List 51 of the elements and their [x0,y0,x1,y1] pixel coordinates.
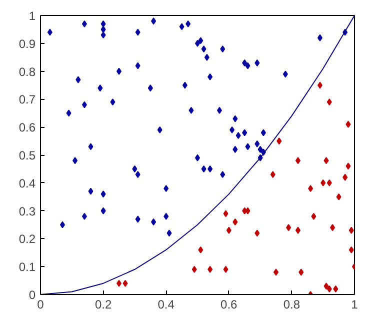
point [326,98,332,106]
point [346,120,351,128]
y-tick-label: 0.9 [18,36,36,51]
point [324,157,329,164]
point [223,266,228,273]
line-series [40,16,354,294]
point [317,82,322,89]
point [226,226,232,234]
y-tick-label: 0.5 [18,148,36,162]
point [308,184,314,192]
point [295,157,300,164]
y-tick-label: 0.2 [18,232,36,246]
y-tick-label: 0.7 [18,92,36,107]
point [311,212,316,220]
point [245,207,250,214]
point [254,230,260,237]
point [348,226,354,234]
x-tick-label: 0.6 [220,298,238,312]
point [270,171,276,178]
point [326,285,332,292]
point [320,179,326,186]
y-tick-label: 0.3 [18,204,36,218]
y-tick-label: 0.6 [18,120,36,135]
x-tick-label: 0 [37,298,44,312]
point [295,226,300,234]
point [330,224,336,232]
point [223,210,228,218]
y-tick-label: 0.8 [18,64,36,79]
point [198,246,204,254]
x-tick-label: 1 [351,298,358,312]
x-tick-label: 0.4 [158,298,175,312]
x-tick-label: 0.2 [94,298,112,312]
point [192,266,197,273]
point [346,162,351,170]
point [208,266,213,273]
point [286,224,292,232]
point [336,193,342,200]
point [232,218,238,226]
point [348,246,354,254]
y-tick-label: 0 [28,288,36,302]
point [122,280,128,287]
point [326,179,332,186]
y-tick-label: 1 [28,9,36,23]
y-tick-label: 0.4 [18,176,36,190]
y-tick-label: 0.1 [18,260,36,274]
point [333,285,338,292]
point [298,268,304,276]
point [342,174,348,181]
x-tick-label: 0.8 [283,298,300,312]
point [324,282,329,290]
point [276,138,282,145]
